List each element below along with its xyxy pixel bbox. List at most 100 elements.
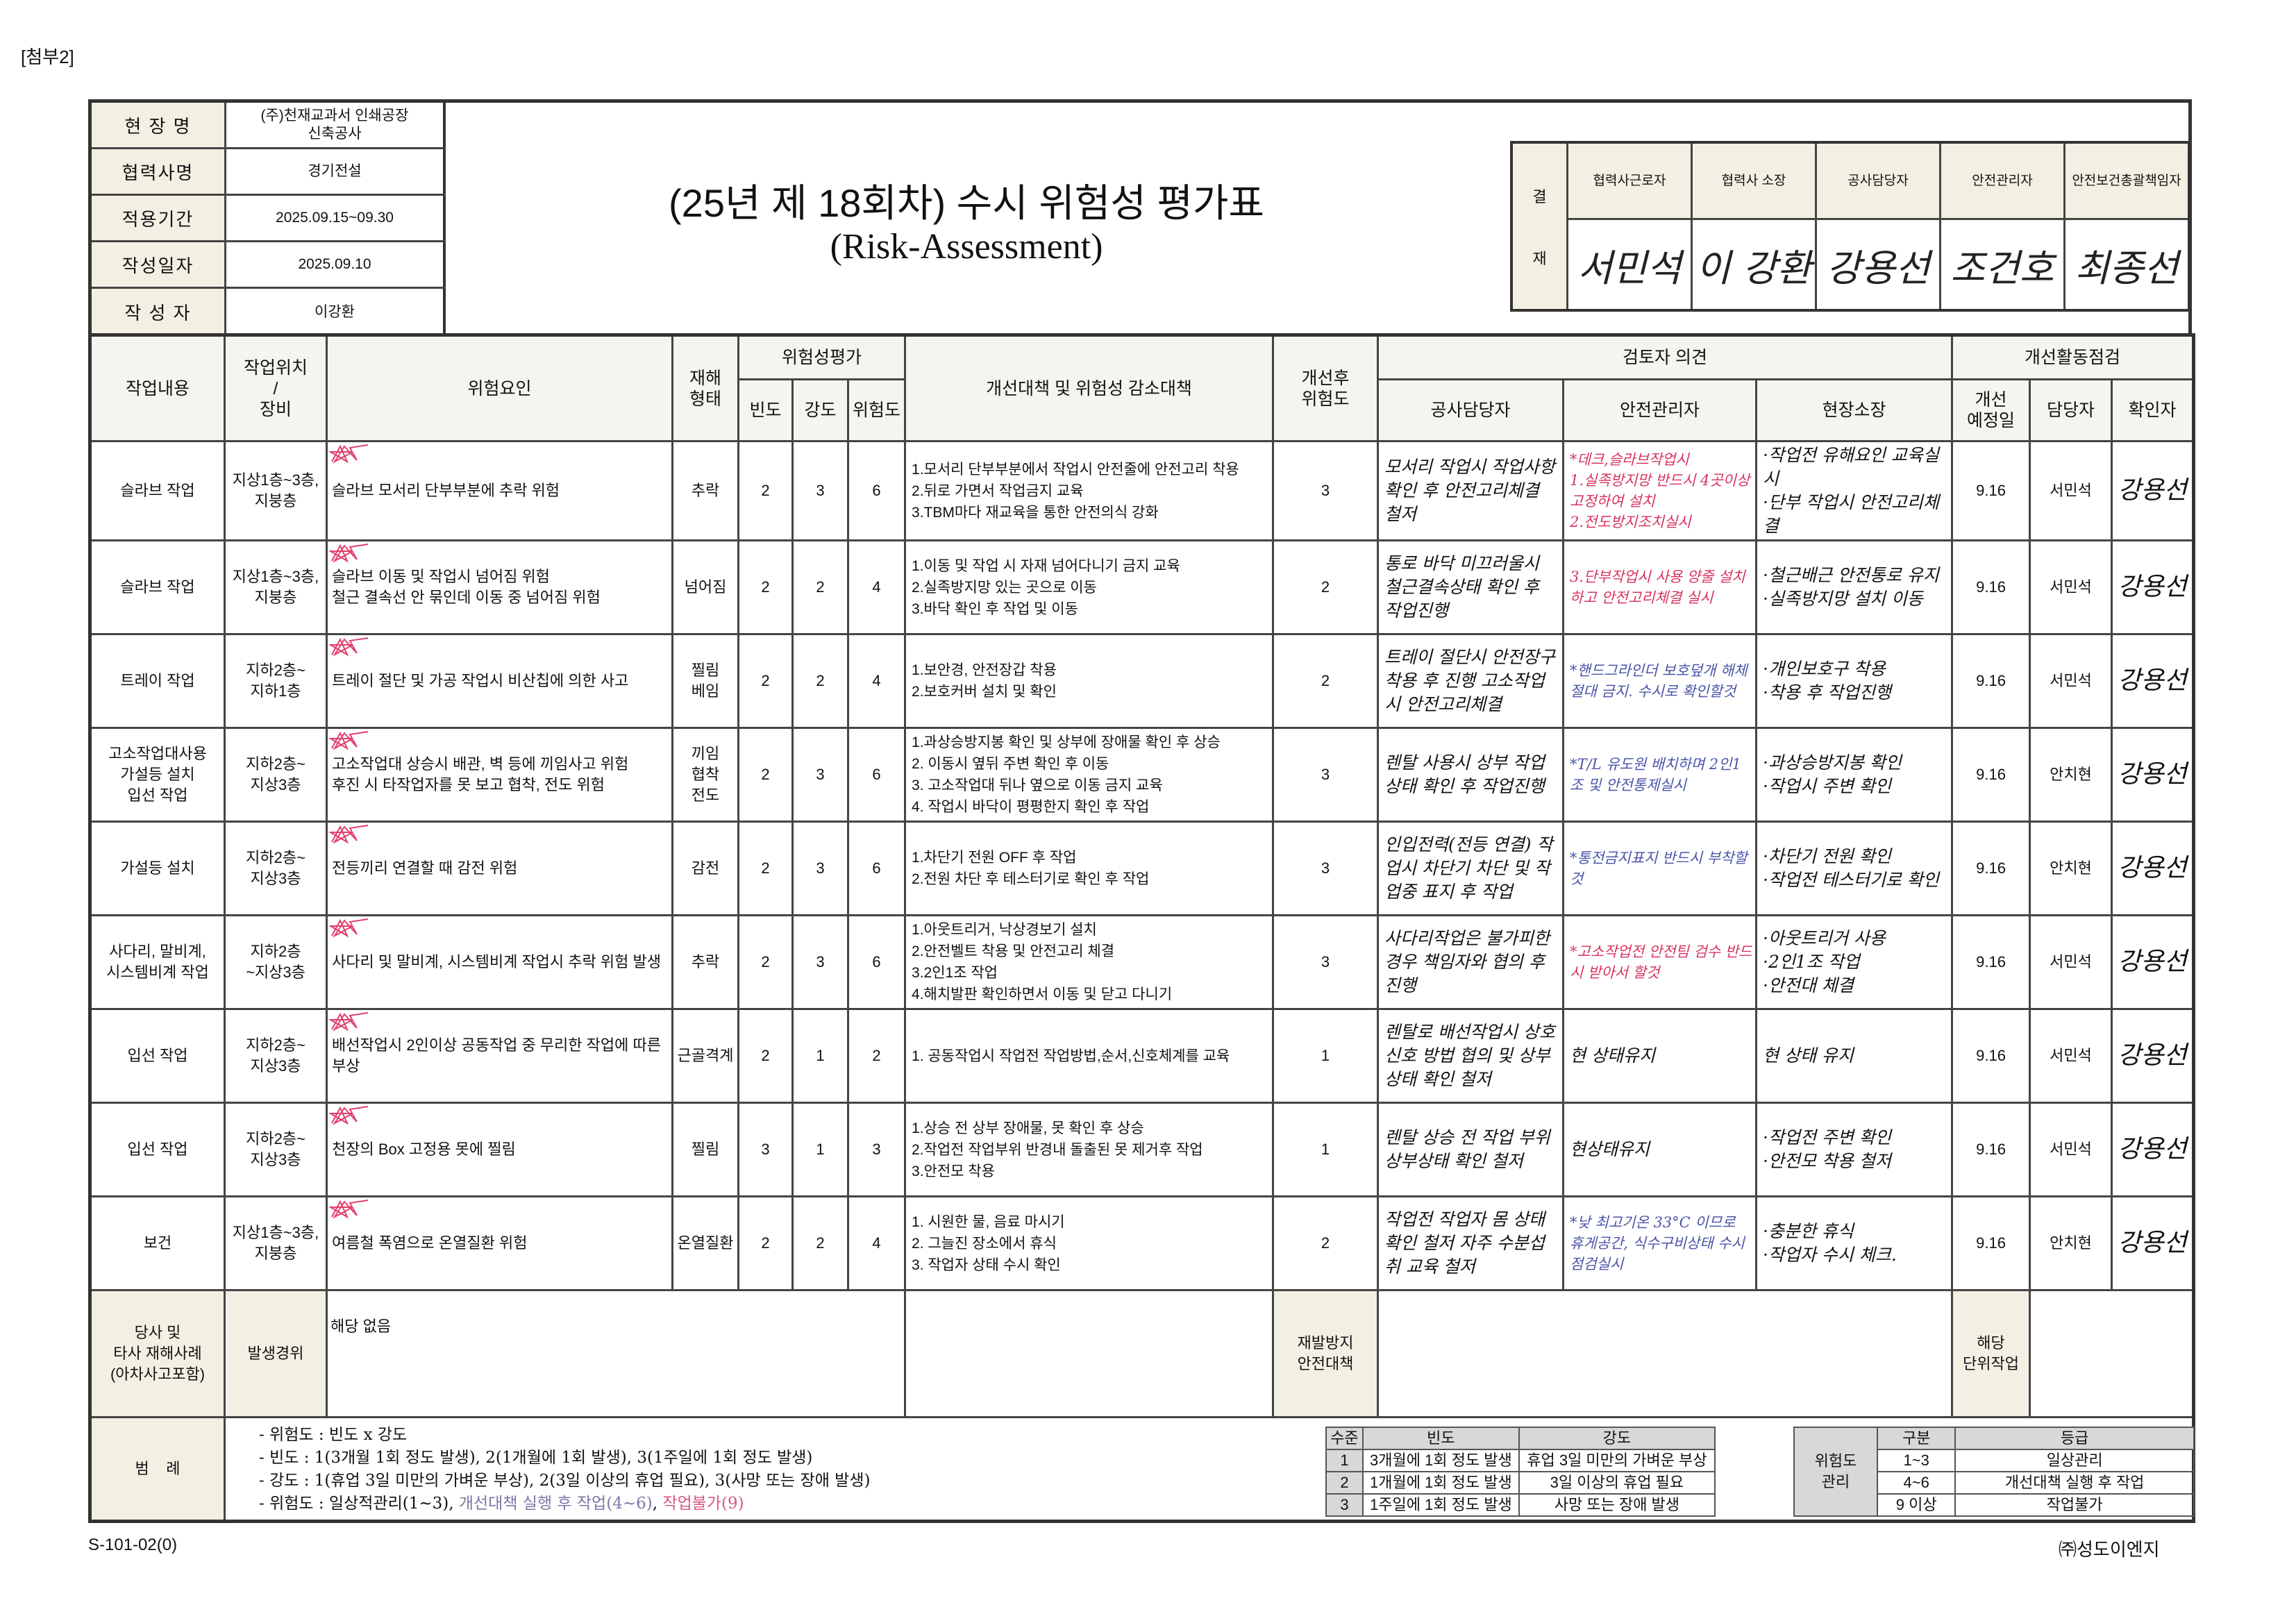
rev-site-cell: ·개인보호구 착용 ·착용 후 작업진행 xyxy=(1755,633,1954,729)
table-row: 보건 지상1층~3층, 지붕층 여름철 폭염으로 온열질환 위험 온열질환 2 2 4 1. … xyxy=(89,1195,2195,1291)
table-row: 입선 작업 지하2층~ 지상3층 천장의 Box 고정용 못에 찔림 찔림 3 1 3 1.상… xyxy=(89,1102,2195,1197)
page-title: (25년 제 18회차) 수시 위험성 평가표 xyxy=(669,181,1264,225)
risk-cell: 6 xyxy=(846,914,907,1010)
severity-cell: 2 xyxy=(791,1195,849,1291)
red-check-mark-icon xyxy=(329,731,369,750)
approval-role: 협력사근로자 xyxy=(1568,144,1691,220)
severity-cell: 3 xyxy=(791,821,849,916)
scale-cell: 1주일에 1회 정도 발생 xyxy=(1361,1493,1520,1517)
header-rev-construction: 공사담당자 xyxy=(1377,378,1565,442)
approval-column: 안전관리자 조건호 xyxy=(1941,144,2065,309)
planned-date-cell: 9.16 xyxy=(1951,1102,2031,1197)
measures-cell: 1.아웃트리거, 낙상경보기 설치 2.안전벨트 착용 및 안전고리 체결 3.… xyxy=(904,914,1275,1010)
hazard-text: 고소작업대 상승시 배관, 벽 등에 끼임사고 위험 후진 시 타작업자를 못 … xyxy=(332,755,629,793)
accident-label: 당사 및 타사 재해사례 (아차사고포함) xyxy=(89,1289,226,1418)
legend-line: - 강도 : 1(휴업 3일 미만의 가벼운 부상), 2(3일 이상의 휴업 … xyxy=(259,1472,871,1490)
grade-row: 9 이상 작업불가 xyxy=(1794,1493,2195,1517)
info-value: 2025.09.10 xyxy=(226,242,446,287)
location-cell: 지하2층 ~지상3층 xyxy=(224,914,328,1010)
rev-construction-cell: 렌탈로 배선작업시 상호신호 방법 협의 및 상부상태 확인 철저 xyxy=(1377,1008,1565,1104)
type-cell: 끼임 협착 전도 xyxy=(671,727,739,823)
prevention-label: 재발방지 안전대책 xyxy=(1272,1289,1380,1418)
legend-line: - 위험도 : 빈도 x 강도 xyxy=(259,1426,408,1444)
freq-cell: 3 xyxy=(737,1102,794,1197)
planned-date-cell: 9.16 xyxy=(1951,914,2031,1010)
red-check-mark-icon xyxy=(329,918,369,938)
header-task: 작업내용 xyxy=(89,334,226,442)
measures-cell: 1.과상승방지봉 확인 및 상부에 장애물 확인 후 상승 2. 이동시 옆뒤 … xyxy=(904,727,1275,823)
table-row: 고소작업대사용 가설등 설치 입선 작업 지하2층~ 지상3층 고소작업대 상승시 … xyxy=(89,727,2195,823)
manager-cell: 안치현 xyxy=(2029,821,2113,916)
type-cell: 찔림 xyxy=(671,1102,739,1197)
approval-role: 협력사 소장 xyxy=(1693,144,1815,220)
freq-cell: 2 xyxy=(737,633,794,729)
hazard-cell: 천장의 Box 고정용 못에 찔림 xyxy=(326,1102,673,1197)
hazard-text: 슬라브 이동 및 작업시 넘어짐 위험 철근 결속선 안 묶인데 이동 중 넘어… xyxy=(332,568,601,606)
legend-line-risk: - 위험도 : 일상적관리(1~3), 개선대책 실행 후 작업(4~6), 작… xyxy=(259,1492,870,1515)
rev-site-cell: ·충분한 휴식 ·작업자 수시 체크. xyxy=(1755,1195,1954,1291)
table-row: 사다리, 말비계, 시스템비계 작업 지하2층 ~지상3층 사다리 및 말비계, 시… xyxy=(89,914,2195,1010)
rev-site-cell: 현 상태 유지 xyxy=(1755,1008,1954,1104)
approval-column: 공사담당자 강용선 xyxy=(1817,144,1941,309)
rev-safety-cell: 3.단부작업시 사용 양줄 설치하고 안전고리체결 실시 xyxy=(1562,539,1758,635)
manager-cell: 서민석 xyxy=(2029,1102,2113,1197)
table-row: 가설등 설치 지하2층~ 지상3층 전등끼리 연결할 때 감전 위험 감전 2 3 6 1.차… xyxy=(89,821,2195,916)
location-cell: 지하2층~ 지상3층 xyxy=(224,1102,328,1197)
header-confirmer: 확인자 xyxy=(2111,378,2195,442)
confirmer-signature: 강용선 xyxy=(2111,633,2195,729)
severity-cell: 3 xyxy=(791,727,849,823)
info-value: (주)천재교과서 인쇄공장 신축공사 xyxy=(226,103,446,147)
scale-table: 수준 빈도 강도 1 3개월에 1회 정도 발생 휴업 3일 미만의 가벼운 부상 2 1개… xyxy=(1325,1427,1716,1517)
planned-date-cell: 9.16 xyxy=(1951,821,2031,916)
info-value: 경기전설 xyxy=(226,149,446,194)
freq-cell: 2 xyxy=(737,440,794,541)
legend-label: 범 례 xyxy=(89,1416,226,1522)
red-check-mark-icon xyxy=(329,1106,369,1125)
risk-cell: 6 xyxy=(846,727,907,823)
confirmer-signature: 강용선 xyxy=(2111,1195,2195,1291)
risk-cell: 4 xyxy=(846,1195,907,1291)
task-cell: 슬라브 작업 xyxy=(89,440,226,541)
grade-table: 위험도 관리 구분 등급 1~3 일상관리 4~6 개선대책 실행 후 작업 9 이상 작업불가 xyxy=(1793,1427,2195,1517)
scale-header: 강도 xyxy=(1518,1427,1716,1450)
signature: 강용선 xyxy=(1826,246,1930,290)
grade-cell: 1~3 xyxy=(1876,1449,1956,1472)
confirmer-signature: 강용선 xyxy=(2111,821,2195,916)
grade-header-row: 위험도 관리 구분 등급 xyxy=(1793,1427,2195,1517)
rev-safety-cell: *통전금지표지 반드시 부착할것 xyxy=(1562,821,1758,916)
header-measures: 개선대책 및 위험성 감소대책 xyxy=(904,334,1275,442)
header-severity: 강도 xyxy=(791,378,849,442)
scale-cell: 1개월에 1회 정도 발생 xyxy=(1361,1471,1520,1495)
info-label: 작 성 자 xyxy=(92,289,226,335)
hazard-cell: 여름철 폭염으로 온열질환 위험 xyxy=(326,1195,673,1291)
separator: , xyxy=(652,1495,663,1513)
task-cell: 고소작업대사용 가설등 설치 입선 작업 xyxy=(89,727,226,823)
type-cell: 찔림 베임 xyxy=(671,633,739,729)
manager-cell: 안치현 xyxy=(2029,727,2113,823)
header-risk-eval: 위험성평가 xyxy=(737,334,907,380)
severity-cell: 1 xyxy=(791,1008,849,1104)
task-cell: 슬라브 작업 xyxy=(89,539,226,635)
info-row: 협력사명 경기전설 xyxy=(92,149,446,196)
manager-cell: 서민석 xyxy=(2029,440,2113,541)
page-subtitle: (Risk-Assessment) xyxy=(830,227,1103,267)
info-label: 협력사명 xyxy=(92,149,226,194)
freq-cell: 2 xyxy=(737,1195,794,1291)
hazard-text: 전등끼리 연결할 때 감전 위험 xyxy=(332,859,518,877)
grade-row: 1~3 일상관리 xyxy=(1794,1449,2195,1472)
rev-site-cell: ·작업전 유해요인 교육실시 ·단부 작업시 안전고리체결 xyxy=(1755,440,1954,541)
rev-construction-cell: 작업전 작업자 몸 상태 확인 철저 자주 수분섭취 교육 철저 xyxy=(1377,1195,1565,1291)
scale-cell: 2 xyxy=(1325,1471,1364,1495)
scale-header: 빈도 xyxy=(1361,1427,1520,1450)
measures-cell: 1. 공동작업시 작업전 작업방법,순서,신호체계를 교육 xyxy=(904,1008,1275,1104)
info-label: 적용기간 xyxy=(92,196,226,240)
grade-cell: 9 이상 xyxy=(1876,1493,1956,1517)
measures-cell: 1.보안경, 안전장갑 착용 2.보호커버 설치 및 확인 xyxy=(904,633,1275,729)
measures-cell: 1. 시원한 물, 음료 마시기 2. 그늘진 장소에서 휴식 3. 작업자 상… xyxy=(904,1195,1275,1291)
signature: 조건호 xyxy=(1950,246,2054,290)
task-cell: 가설등 설치 xyxy=(89,821,226,916)
rev-site-cell: ·아웃트리거 사용 ·2인1조 작업 ·안전대 체결 xyxy=(1755,914,1954,1010)
approval-side-bottom: 재 xyxy=(1532,249,1547,267)
severity-cell: 3 xyxy=(791,440,849,541)
rev-safety-cell: 현상태유지 xyxy=(1562,1102,1758,1197)
